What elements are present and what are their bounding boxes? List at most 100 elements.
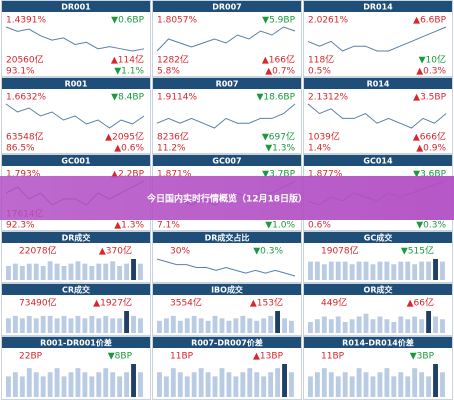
panel-header <box>304 155 452 166</box>
sparkline <box>156 258 296 277</box>
bar <box>131 259 136 280</box>
bar <box>314 372 320 397</box>
bar <box>131 315 136 333</box>
bar <box>342 322 348 333</box>
value: 73490亿 <box>19 297 57 309</box>
bar <box>363 372 369 397</box>
bar <box>289 372 294 397</box>
bar <box>247 318 253 333</box>
bar <box>170 315 176 333</box>
panel-header <box>153 284 301 295</box>
share: 11.2% <box>157 144 186 154</box>
bar <box>47 372 53 397</box>
bar <box>356 316 362 333</box>
change: ▼10亿 <box>419 54 446 66</box>
bar <box>335 261 341 280</box>
value: 11BP <box>170 352 194 362</box>
bar <box>61 266 67 280</box>
bar <box>275 311 281 333</box>
bar <box>191 372 197 397</box>
bar <box>212 376 218 397</box>
bar <box>75 261 81 280</box>
change: ▲0.3% <box>416 67 446 77</box>
bar <box>170 368 176 397</box>
change: ▲666亿 <box>413 131 446 143</box>
panel-header <box>304 232 452 243</box>
bar <box>157 372 162 397</box>
sparkline <box>307 103 447 129</box>
bar <box>349 319 355 333</box>
bar <box>321 368 327 397</box>
bar <box>54 263 60 280</box>
bar <box>240 372 246 397</box>
value: 22078亿 <box>19 245 57 257</box>
change: ▼1.0% <box>265 221 295 231</box>
value: 22BP <box>19 352 43 362</box>
bar <box>68 372 74 397</box>
panel-title: GC成交 <box>364 233 392 243</box>
volume: 8236亿 <box>157 131 189 143</box>
bar <box>384 368 390 397</box>
bar <box>138 372 143 397</box>
bar <box>356 261 362 280</box>
panel-header <box>2 155 150 166</box>
bar <box>398 261 404 280</box>
bar <box>356 368 362 397</box>
panel-header <box>2 78 150 89</box>
rate: 1.4391% <box>6 16 46 26</box>
panel-title: DR014 <box>363 3 393 12</box>
bar <box>342 372 348 397</box>
bar <box>54 318 60 333</box>
bar <box>440 261 445 280</box>
bar <box>282 318 287 333</box>
bar <box>110 372 116 397</box>
bar <box>433 364 438 397</box>
rate: 1.871% <box>157 170 192 180</box>
bar <box>384 319 390 333</box>
change: ▲3.5BP <box>413 93 446 103</box>
sparkline <box>156 26 296 52</box>
change: ▼3.6BP <box>413 170 446 180</box>
change: ▲6.6BP <box>413 16 446 26</box>
bar <box>419 319 425 333</box>
value: 30% <box>170 247 190 257</box>
bar <box>219 368 225 397</box>
bar <box>247 368 253 397</box>
share: 0.6% <box>308 221 331 231</box>
share: 93.1% <box>6 67 35 77</box>
bar <box>117 376 123 397</box>
panel-header <box>153 1 301 12</box>
rate: 1.9114% <box>157 93 197 103</box>
change: ▼5.9BP <box>262 16 295 26</box>
panel-title: R001 <box>65 80 88 89</box>
panel-title: GC007 <box>212 157 241 166</box>
bar <box>412 368 418 397</box>
panel-title: DR001 <box>61 3 91 12</box>
panel-header <box>304 337 452 348</box>
panel-title: IBO成交 <box>211 285 243 295</box>
change: ▲114亿 <box>111 54 144 66</box>
bar <box>370 264 376 280</box>
bar <box>226 372 232 397</box>
banner <box>0 176 454 220</box>
share: 5.8% <box>157 67 180 77</box>
bar <box>426 376 432 397</box>
bar <box>275 368 281 397</box>
bar <box>12 315 18 333</box>
value: 11BP <box>321 352 345 362</box>
panel-header <box>153 232 301 243</box>
rate: 2.0261% <box>308 16 348 26</box>
sparkline <box>5 103 145 129</box>
bar <box>268 315 274 333</box>
panel-title: R007 <box>216 80 239 89</box>
change: ▼1.3% <box>265 144 295 154</box>
bar <box>314 261 320 280</box>
bar <box>82 318 88 333</box>
bar <box>19 266 25 280</box>
panel-title: DR007 <box>212 3 242 12</box>
bar <box>110 318 116 333</box>
bar <box>163 376 169 397</box>
bar <box>103 263 109 280</box>
bar <box>440 319 445 333</box>
bar <box>268 372 274 397</box>
